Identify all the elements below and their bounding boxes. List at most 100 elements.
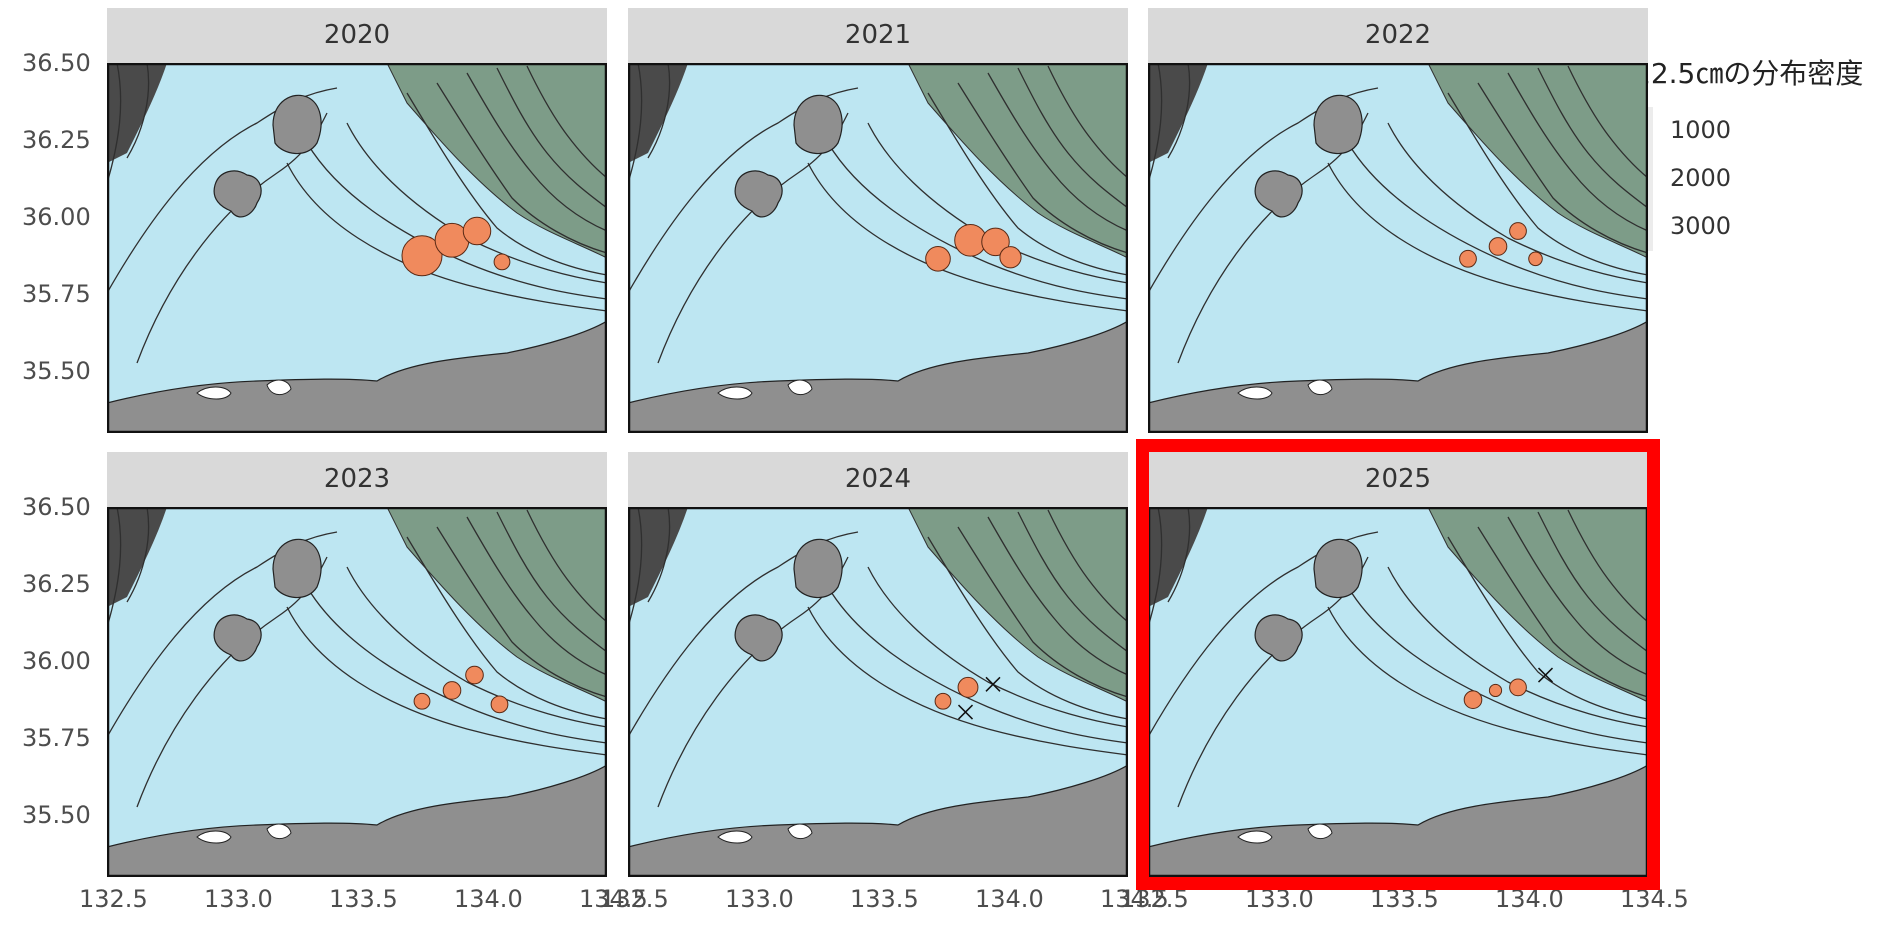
legend-label: 2000: [1670, 164, 1732, 192]
y-tick-label: 36.00: [22, 647, 91, 676]
y-tick-label: 36.50: [22, 49, 91, 77]
y-tick-label: 36.25: [22, 126, 91, 155]
y-tick-label: 35.75: [22, 280, 91, 309]
depth-contour: [1387, 566, 1648, 728]
depth-contour: [1327, 162, 1648, 312]
depth-contour: [867, 566, 1128, 728]
coast-land: [1148, 63, 1208, 163]
depth-contour: [957, 526, 1128, 698]
island-small: [213, 170, 262, 218]
y-tick-label: 36.25: [22, 570, 91, 599]
coast-land: [107, 63, 167, 163]
mainland: [107, 320, 607, 433]
x-tick-label: 134.0: [454, 885, 523, 913]
island-small: [1254, 170, 1303, 218]
map-panel-2024: [628, 507, 1128, 877]
islet: [266, 379, 292, 395]
islet: [1307, 379, 1333, 395]
depth-contour: [306, 586, 607, 744]
depth-contour: [647, 63, 671, 159]
density-point: [1509, 678, 1527, 697]
density-point: [957, 676, 979, 698]
depth-contour: [987, 516, 1128, 676]
depth-contour: [1507, 72, 1648, 232]
facet-strip-2021: 2021: [628, 8, 1128, 63]
coast-land: [628, 63, 688, 163]
depth-contour: [1507, 516, 1648, 676]
islet: [1237, 830, 1273, 844]
panel-border: [1148, 63, 1648, 433]
y-tick-label: 36.00: [22, 203, 91, 232]
island-large: [1313, 538, 1363, 599]
panel-border: [107, 507, 607, 877]
depth-contour: [927, 536, 1128, 720]
panel-border: [628, 507, 1128, 877]
depth-contour: [1537, 67, 1648, 209]
depth-contour: [1477, 526, 1648, 698]
y-tick-label: 35.50: [22, 801, 91, 830]
depth-contour: [1148, 507, 1163, 628]
x-tick-label: 133.5: [329, 885, 398, 913]
mainland: [1148, 764, 1648, 877]
depth-contour: [286, 606, 607, 756]
density-point: [925, 245, 951, 272]
zero-catch-marker: [985, 676, 1001, 692]
depth-contour: [107, 63, 122, 184]
facet-strip-2025: 2025: [1148, 452, 1648, 507]
depth-contour: [1447, 536, 1648, 720]
island-large: [793, 538, 843, 599]
x-tick-label: 132.5: [600, 885, 669, 913]
depth-contour: [827, 142, 1128, 300]
legend-title: ＜12.5㎝の分布密度: [1605, 57, 1864, 90]
depth-contour: [1537, 511, 1648, 653]
depth-contour: [346, 566, 607, 728]
depth-contour: [628, 507, 643, 628]
depth-contour: [1167, 63, 1191, 159]
depth-contour: [1047, 65, 1128, 179]
x-tick-label: 134.5: [579, 885, 648, 913]
mainland: [1148, 320, 1648, 433]
depth-contour: [466, 72, 607, 232]
island-small: [213, 614, 262, 662]
x-tick-label: 133.0: [725, 885, 794, 913]
island-small: [734, 614, 783, 662]
depth-contour: [126, 63, 150, 159]
depth-contour: [1047, 509, 1128, 623]
island-large: [1313, 94, 1363, 155]
depth-contour: [1017, 511, 1128, 653]
map-panel-2023: [107, 507, 607, 877]
x-tick-label: 133.5: [850, 885, 919, 913]
facet-strip-2020: 2020: [107, 8, 607, 63]
y-tick-label: 35.50: [22, 357, 91, 386]
depth-contour: [927, 92, 1128, 276]
x-tick-label: 134.0: [975, 885, 1044, 913]
islet: [266, 823, 292, 839]
facet-strip-2024: 2024: [628, 452, 1128, 507]
density-point: [413, 692, 431, 710]
depth-contour: [466, 516, 607, 676]
map-panel-2025: [1148, 507, 1648, 877]
density-point: [934, 692, 952, 710]
density-point: [493, 253, 511, 271]
density-point: [490, 695, 509, 714]
density-point: [465, 665, 484, 685]
islet: [196, 830, 232, 844]
island-large: [272, 94, 322, 155]
density-point: [1528, 251, 1543, 267]
depth-contour: [628, 63, 643, 184]
depth-contour: [126, 507, 150, 603]
mainland: [107, 764, 607, 877]
depth-contour: [807, 162, 1128, 312]
depth-contour: [827, 586, 1128, 744]
depth-contour: [1327, 606, 1648, 756]
depth-contour: [436, 526, 607, 698]
facet-strip-2023: 2023: [107, 452, 607, 507]
depth-contour: [406, 536, 607, 720]
x-tick-label: 133.0: [204, 885, 273, 913]
depth-contour: [1567, 509, 1648, 623]
islet: [1307, 823, 1333, 839]
depth-contour: [496, 67, 607, 209]
depth-contour: [436, 82, 607, 254]
depth-contour: [306, 142, 607, 300]
